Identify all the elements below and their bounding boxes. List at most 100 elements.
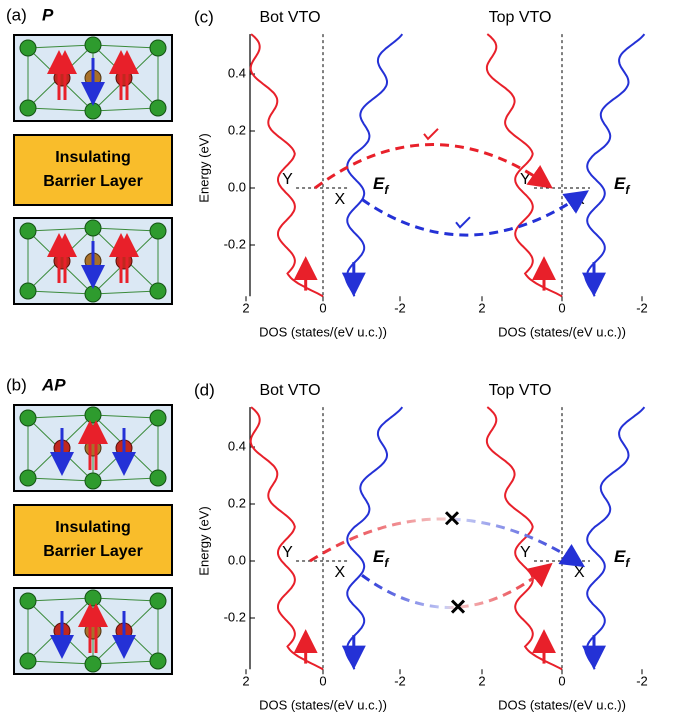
o-atom <box>20 40 36 56</box>
y-tick-label: 0.0 <box>228 552 246 567</box>
v-atom <box>116 70 132 86</box>
y-tick-label: 0.4 <box>228 438 246 453</box>
o-atom <box>20 100 36 116</box>
tunnel-up <box>315 145 548 188</box>
point-x: X <box>335 191 346 208</box>
state-label: P <box>42 5 54 24</box>
x-tick-label: 0 <box>558 300 565 315</box>
check-blue <box>456 217 470 227</box>
o-atom <box>85 103 101 119</box>
fermi-label: Ef <box>614 547 630 570</box>
y-tick-label: 0.4 <box>228 65 246 80</box>
v-atom <box>54 253 70 269</box>
x-tick-label: 2 <box>242 673 249 688</box>
v-atom <box>85 623 101 639</box>
state-label: AP <box>41 375 66 394</box>
tunnel-down <box>362 194 584 235</box>
o-atom <box>20 410 36 426</box>
y-tick-label: -0.2 <box>224 236 246 251</box>
x-tick-label: -2 <box>394 673 406 688</box>
y-axis-label: Energy (eV) <box>196 506 211 575</box>
tunnel-up <box>310 519 580 564</box>
fermi-subscript: f <box>625 183 630 197</box>
point-y: Y <box>520 544 531 561</box>
o-atom <box>85 473 101 489</box>
dos-down <box>585 34 644 296</box>
fermi-subscript: f <box>625 556 630 570</box>
o-atom <box>85 407 101 423</box>
x-axis-label: DOS (states/(eV u.c.)) <box>498 324 626 339</box>
x-tick-label: -2 <box>636 300 648 315</box>
y-tick-label: 0.2 <box>228 495 246 510</box>
y-axis-label: Energy (eV) <box>196 133 211 202</box>
o-atom <box>150 653 166 669</box>
o-atom <box>150 100 166 116</box>
panel-label: (c) <box>194 7 214 26</box>
o-atom <box>85 37 101 53</box>
o-atom <box>20 223 36 239</box>
figure: (a) P Insulating Barrier Layer (b) AP Insulati… <box>0 0 675 719</box>
barrier-box <box>14 135 172 205</box>
x-tick-label: -2 <box>394 300 406 315</box>
x-axis-label: DOS (states/(eV u.c.)) <box>259 697 387 712</box>
point-x: X <box>574 564 585 581</box>
barrier-text: Barrier Layer <box>43 173 143 190</box>
dos-up <box>251 34 323 296</box>
barrier-text: Barrier Layer <box>43 543 143 560</box>
panel-label: (a) <box>6 5 27 24</box>
fermi-label: Ef <box>373 174 389 197</box>
x-tick-label: 2 <box>478 673 485 688</box>
fermi-subscript: f <box>384 556 389 570</box>
o-atom <box>150 40 166 56</box>
fermi-label: Ef <box>614 174 630 197</box>
y-tick-label: -0.2 <box>224 609 246 624</box>
dos-up <box>487 407 562 669</box>
x-tick-label: 0 <box>319 300 326 315</box>
barrier-text: Insulating <box>55 149 131 166</box>
tunnel-down <box>362 567 548 608</box>
subplot-title: Top VTO <box>489 9 552 26</box>
barrier-box <box>14 505 172 575</box>
v-atom <box>54 70 70 86</box>
dos-up <box>251 407 323 669</box>
x-tick-label: -2 <box>636 673 648 688</box>
x-axis-label: DOS (states/(eV u.c.)) <box>259 324 387 339</box>
x-tick-label: 2 <box>242 300 249 315</box>
v-atom <box>85 440 101 456</box>
x-tick-label: 0 <box>558 673 565 688</box>
subplot-title: Top VTO <box>489 382 552 399</box>
point-y: Y <box>282 544 293 561</box>
subplot-title: Bot VTO <box>259 9 320 26</box>
o-atom <box>20 653 36 669</box>
o-atom <box>85 656 101 672</box>
v-atom <box>116 253 132 269</box>
fermi-symbol: E <box>614 547 626 566</box>
o-atom <box>150 410 166 426</box>
barrier-text: Insulating <box>55 519 131 536</box>
x-axis-label: DOS (states/(eV u.c.)) <box>498 697 626 712</box>
o-atom <box>150 593 166 609</box>
fermi-symbol: E <box>614 174 626 193</box>
o-atom <box>85 590 101 606</box>
o-atom <box>20 283 36 299</box>
y-tick-label: 0.2 <box>228 122 246 137</box>
o-atom <box>20 593 36 609</box>
fermi-symbol: E <box>373 174 385 193</box>
subplot-title: Bot VTO <box>259 382 320 399</box>
x-tick-label: 0 <box>319 673 326 688</box>
y-tick-label: 0.0 <box>228 179 246 194</box>
fermi-symbol: E <box>373 547 385 566</box>
panel-label: (b) <box>6 375 27 394</box>
o-atom <box>150 223 166 239</box>
o-atom <box>85 220 101 236</box>
x-tick-label: 2 <box>478 300 485 315</box>
check-red <box>424 129 438 139</box>
o-atom <box>150 283 166 299</box>
panel-label: (d) <box>194 380 215 399</box>
o-atom <box>20 470 36 486</box>
point-y: Y <box>282 171 293 188</box>
fermi-label: Ef <box>373 547 389 570</box>
dos-down <box>585 407 644 669</box>
point-x: X <box>335 564 346 581</box>
dos-up <box>487 34 562 296</box>
